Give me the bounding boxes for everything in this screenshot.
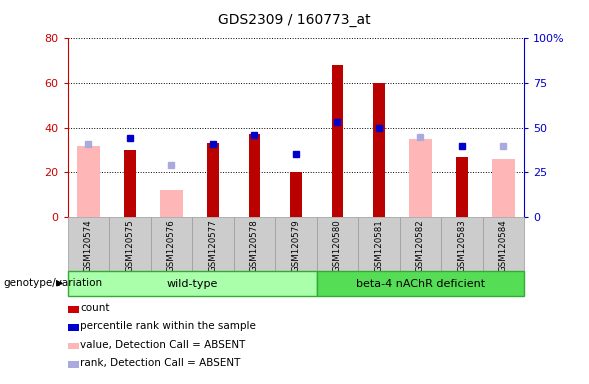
Bar — [234, 217, 275, 271]
Bar — [68, 217, 109, 271]
Text: genotype/variation: genotype/variation — [3, 278, 102, 288]
Bar — [68, 361, 79, 368]
Text: GSM120576: GSM120576 — [167, 219, 176, 272]
Text: rank, Detection Call = ABSENT: rank, Detection Call = ABSENT — [80, 358, 240, 368]
Text: value, Detection Call = ABSENT: value, Detection Call = ABSENT — [80, 340, 246, 350]
Bar — [68, 271, 317, 296]
Bar — [290, 172, 302, 217]
Text: GSM120580: GSM120580 — [333, 219, 342, 272]
Text: beta-4 nAChR deficient: beta-4 nAChR deficient — [356, 278, 485, 289]
Text: GSM120575: GSM120575 — [125, 219, 134, 272]
Text: wild-type: wild-type — [167, 278, 218, 289]
Text: GSM120581: GSM120581 — [375, 219, 383, 272]
Text: GSM120584: GSM120584 — [499, 219, 508, 272]
Bar — [483, 217, 524, 271]
Bar — [492, 159, 515, 217]
Bar — [373, 83, 385, 217]
Bar — [409, 139, 432, 217]
Bar — [317, 271, 524, 296]
Bar — [124, 150, 136, 217]
Text: GSM120583: GSM120583 — [458, 219, 466, 272]
Text: count: count — [80, 303, 110, 313]
Bar — [109, 217, 151, 271]
Bar — [275, 217, 317, 271]
Bar — [192, 217, 234, 271]
Bar — [400, 217, 441, 271]
Bar — [68, 306, 79, 313]
Bar — [441, 217, 483, 271]
Bar — [77, 146, 100, 217]
Text: GSM120579: GSM120579 — [292, 219, 300, 272]
Bar — [456, 157, 468, 217]
Bar — [68, 343, 79, 349]
Bar — [160, 190, 183, 217]
Bar — [358, 217, 400, 271]
Bar — [151, 217, 192, 271]
Bar — [249, 134, 260, 217]
Text: GSM120574: GSM120574 — [84, 219, 93, 272]
Bar — [68, 324, 79, 331]
Text: GSM120578: GSM120578 — [250, 219, 259, 272]
Text: GDS2309 / 160773_at: GDS2309 / 160773_at — [218, 13, 371, 27]
Bar — [317, 217, 358, 271]
Text: GSM120582: GSM120582 — [416, 219, 425, 272]
Text: GSM120577: GSM120577 — [209, 219, 217, 272]
Bar — [207, 143, 219, 217]
Bar — [332, 65, 343, 217]
Text: percentile rank within the sample: percentile rank within the sample — [80, 321, 256, 331]
